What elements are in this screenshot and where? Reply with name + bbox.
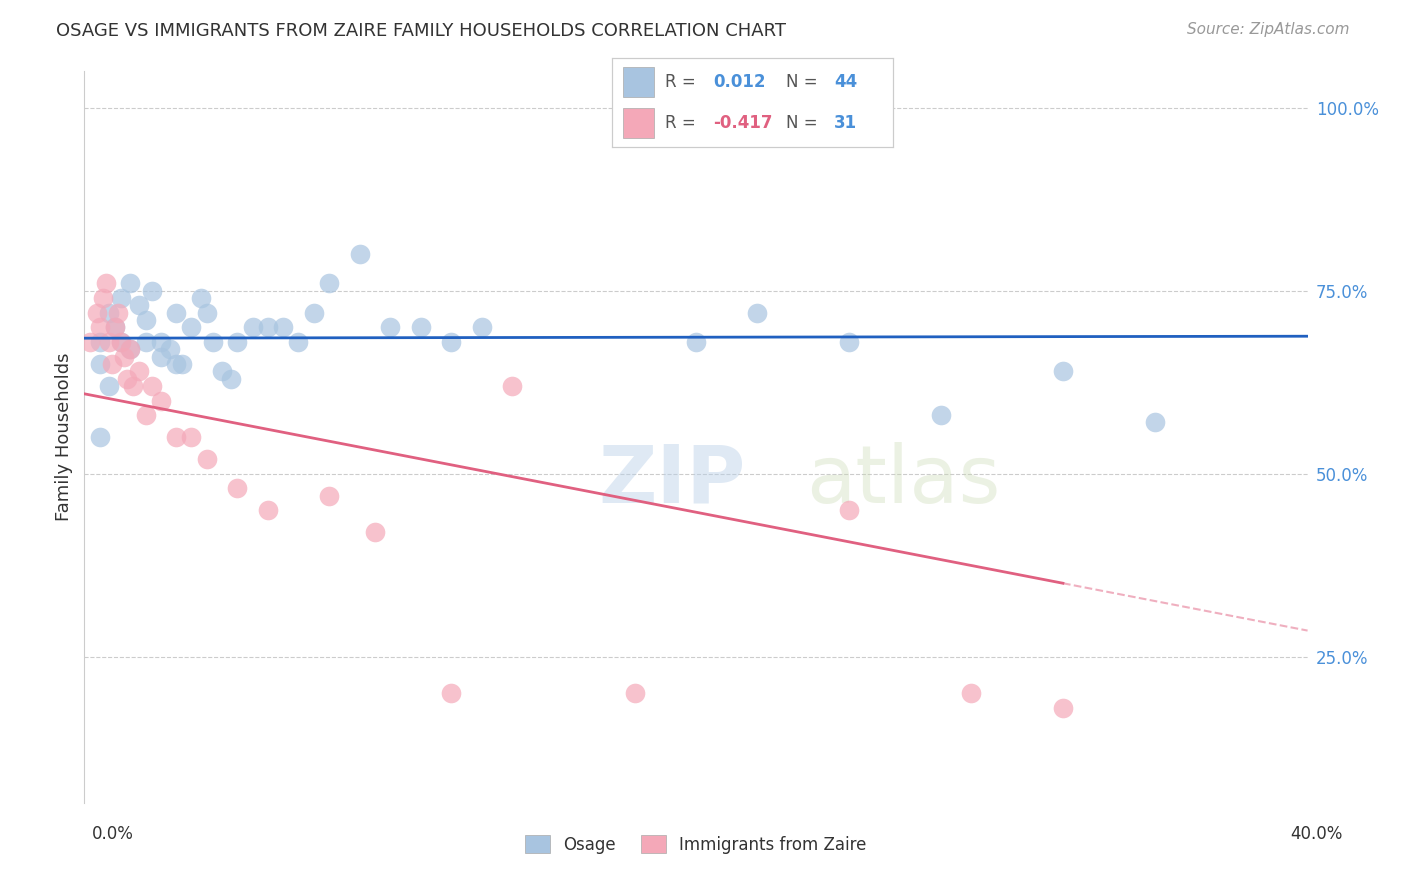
Point xyxy=(135,408,157,422)
Point xyxy=(242,320,264,334)
Point xyxy=(135,313,157,327)
Point xyxy=(165,357,187,371)
Point xyxy=(471,320,494,334)
Point xyxy=(172,357,194,371)
Point xyxy=(120,343,142,357)
Text: R =: R = xyxy=(665,114,696,132)
Point xyxy=(128,364,150,378)
Point xyxy=(195,306,218,320)
Point xyxy=(89,320,111,334)
Point xyxy=(180,320,202,334)
Point xyxy=(89,334,111,349)
Text: 31: 31 xyxy=(834,114,856,132)
Point xyxy=(101,357,124,371)
Point xyxy=(149,393,172,408)
Point xyxy=(97,379,120,393)
Text: OSAGE VS IMMIGRANTS FROM ZAIRE FAMILY HOUSEHOLDS CORRELATION CHART: OSAGE VS IMMIGRANTS FROM ZAIRE FAMILY HO… xyxy=(56,22,786,40)
Text: atlas: atlas xyxy=(806,442,1001,520)
Text: -0.417: -0.417 xyxy=(713,114,772,132)
Point xyxy=(960,686,983,700)
Point xyxy=(226,334,249,349)
Point xyxy=(149,350,172,364)
Point xyxy=(211,364,233,378)
Bar xyxy=(623,108,654,138)
Text: 44: 44 xyxy=(834,73,858,91)
Point xyxy=(287,334,309,349)
Point xyxy=(141,379,163,393)
Point xyxy=(1052,700,1074,714)
Point xyxy=(195,452,218,467)
Point xyxy=(180,430,202,444)
Point xyxy=(624,686,647,700)
Point xyxy=(219,371,242,385)
Point xyxy=(318,489,340,503)
Point xyxy=(440,334,463,349)
Point xyxy=(747,306,769,320)
Point xyxy=(271,320,294,334)
Point xyxy=(79,334,101,349)
Point xyxy=(86,306,108,320)
Point xyxy=(929,408,952,422)
Text: N =: N = xyxy=(786,73,817,91)
Point xyxy=(89,430,111,444)
Point xyxy=(110,334,132,349)
Legend: Osage, Immigrants from Zaire: Osage, Immigrants from Zaire xyxy=(519,829,873,860)
Point xyxy=(257,320,280,334)
Point xyxy=(128,298,150,312)
Point xyxy=(97,306,120,320)
Point xyxy=(112,350,135,364)
Point xyxy=(165,430,187,444)
Point xyxy=(91,291,114,305)
Point xyxy=(120,343,142,357)
Point xyxy=(120,277,142,291)
Point xyxy=(104,320,127,334)
Point xyxy=(190,291,212,305)
Point xyxy=(141,284,163,298)
Point xyxy=(302,306,325,320)
Point xyxy=(89,357,111,371)
Point xyxy=(409,320,432,334)
Point xyxy=(1143,416,1166,430)
Point xyxy=(159,343,181,357)
Point xyxy=(107,306,129,320)
Point xyxy=(318,277,340,291)
Point xyxy=(440,686,463,700)
Point xyxy=(838,334,860,349)
Point xyxy=(257,503,280,517)
Point xyxy=(122,379,145,393)
Point xyxy=(838,503,860,517)
Point xyxy=(364,525,387,540)
Point xyxy=(502,379,524,393)
Point xyxy=(94,277,117,291)
Point xyxy=(380,320,402,334)
Point xyxy=(149,334,172,349)
Point xyxy=(115,371,138,385)
Point xyxy=(1052,364,1074,378)
Text: Source: ZipAtlas.com: Source: ZipAtlas.com xyxy=(1187,22,1350,37)
Text: ZIP: ZIP xyxy=(598,442,745,520)
Text: 0.0%: 0.0% xyxy=(91,825,134,843)
Point xyxy=(349,247,371,261)
Bar xyxy=(623,67,654,97)
Text: N =: N = xyxy=(786,114,817,132)
Point xyxy=(165,306,187,320)
Text: 40.0%: 40.0% xyxy=(1291,825,1343,843)
Y-axis label: Family Households: Family Households xyxy=(55,353,73,521)
Point xyxy=(104,320,127,334)
Point xyxy=(685,334,707,349)
Text: R =: R = xyxy=(665,73,696,91)
Point xyxy=(135,334,157,349)
Point xyxy=(97,334,120,349)
Point xyxy=(110,334,132,349)
Point xyxy=(110,291,132,305)
Text: 0.012: 0.012 xyxy=(713,73,765,91)
Point xyxy=(201,334,224,349)
Point xyxy=(226,481,249,495)
